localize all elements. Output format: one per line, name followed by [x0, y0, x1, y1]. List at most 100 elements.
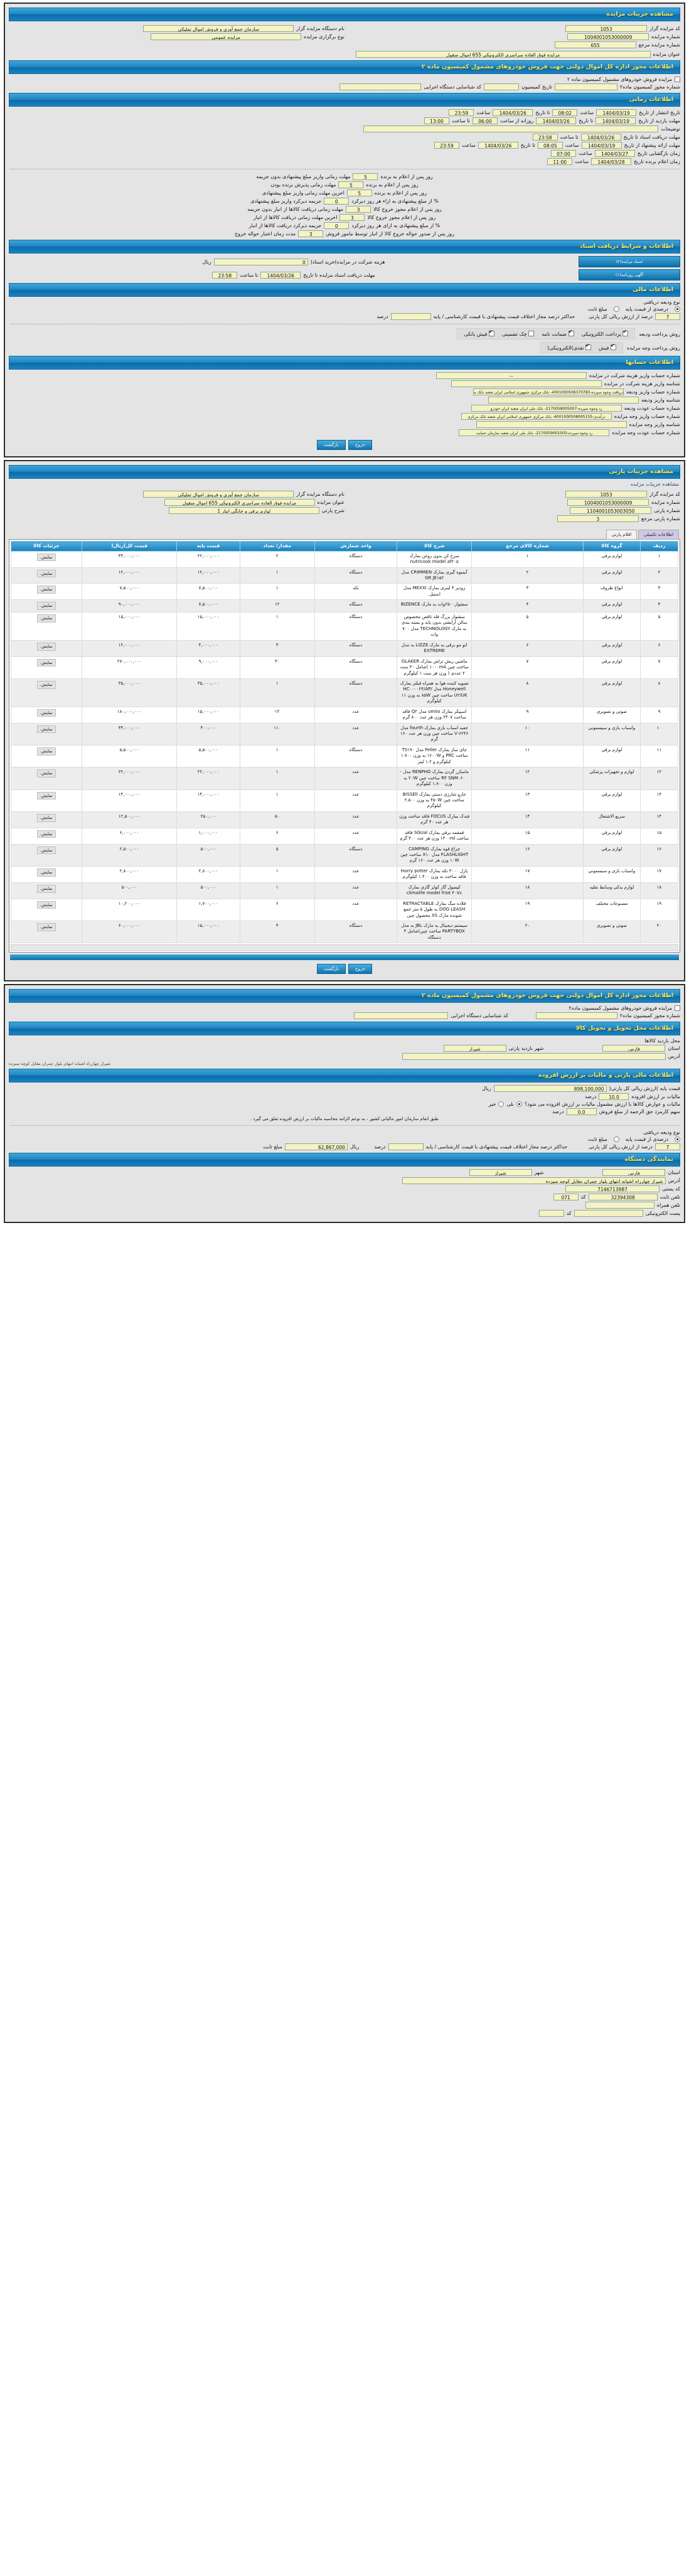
auction-documents-button[interactable]: اسناد مزایده(۲)	[579, 256, 680, 267]
newspaper-ad-button[interactable]: آگهی روزنامه(۱)	[579, 269, 680, 281]
maxdiff-field[interactable]	[390, 313, 431, 320]
account-field-4[interactable]: رد وجوه سپرده-2170058005007- بانک ملی ای…	[471, 405, 622, 412]
docs-deadline-time[interactable]: 23:58	[532, 134, 558, 141]
docs-receive-deadline-time[interactable]: 23:58	[212, 271, 238, 279]
show-details-button[interactable]: نمایش.	[36, 747, 56, 756]
ref-party-number-field[interactable]: 3	[557, 515, 639, 522]
account-field-2[interactable]: دریافت وجوه سپرده-4001000506370783- بانک…	[473, 388, 624, 395]
show-details-button[interactable]: نمایش.	[36, 585, 56, 594]
vehicle-permit-checkbox[interactable]	[675, 77, 680, 82]
email-code-field[interactable]	[538, 1210, 564, 1217]
executive-org2-code-field[interactable]	[354, 1012, 449, 1020]
offer-from-time[interactable]: 08:05	[537, 142, 563, 149]
executive-org-code-field[interactable]	[339, 83, 422, 90]
opening-time[interactable]: 07:00	[550, 150, 576, 157]
radio-percent-of-base[interactable]	[675, 306, 680, 312]
opening-date[interactable]: 1404/03/27	[594, 150, 635, 157]
radio-fixed-amount[interactable]	[613, 306, 619, 312]
account-field-0[interactable]: --	[435, 372, 587, 379]
deadline-value-0[interactable]: 5	[353, 173, 378, 180]
show-details-button[interactable]: نمایش.	[36, 769, 56, 778]
cb-certified-check[interactable]	[528, 331, 535, 336]
auction-title-field[interactable]: مزایده فوق العاده سراسری الکترونیکی 655 …	[355, 51, 651, 58]
phone-code-field[interactable]: 071	[553, 1194, 579, 1201]
holding-type-field[interactable]: مزایده عمومی	[151, 33, 302, 40]
table-scrollbar[interactable]	[11, 944, 678, 951]
account-field-1[interactable]	[451, 380, 602, 387]
org-city-field[interactable]: شیراز	[469, 1169, 532, 1177]
party-percent-field[interactable]: 7	[655, 1143, 680, 1151]
tab-party-items[interactable]: اقلام پارتی	[606, 530, 638, 540]
show-details-button[interactable]: نمایش.	[36, 868, 56, 877]
phone-field[interactable]: 32394308	[588, 1194, 658, 1201]
show-details-button[interactable]: نمایش.	[36, 658, 56, 667]
publish-from-date[interactable]: 1404/03/19	[596, 109, 637, 116]
permit-number-field[interactable]	[554, 83, 617, 90]
deadline-value-4[interactable]: 3	[346, 206, 371, 213]
show-details-button[interactable]: نمایش.	[36, 614, 56, 623]
back-button-top[interactable]: بازگشت	[317, 440, 346, 450]
deadline-value-7[interactable]: 3	[298, 230, 324, 237]
auction-number-field[interactable]: 1004001053000009	[567, 33, 649, 40]
offer-to-date[interactable]: 1404/03/26	[478, 142, 518, 149]
province-field[interactable]: فارس	[602, 1045, 666, 1052]
publish-to-time[interactable]: 23:59	[449, 109, 474, 116]
party-auction-title-field[interactable]: مزایده فوق العاده سراسری الکترونیکی 655 …	[164, 499, 315, 506]
vehicle-permit2-checkbox[interactable]	[675, 1005, 680, 1012]
participation-cost-field[interactable]: 0	[213, 258, 308, 265]
view-auction-details-link[interactable]: مشاهده جزییات مزایده	[630, 481, 679, 487]
radio-party-percent[interactable]	[675, 1136, 680, 1143]
winner-announce-date[interactable]: 1404/03/28	[591, 158, 631, 165]
exit-button-middle[interactable]: خروج	[348, 964, 373, 975]
publish-to-date[interactable]: 1404/03/26	[493, 109, 533, 116]
show-details-button[interactable]: نمایش.	[36, 725, 56, 734]
radio-vat-no[interactable]	[498, 1101, 505, 1108]
show-details-button[interactable]: نمایش.	[36, 602, 56, 611]
party-auctioneer-name-field[interactable]: سازمان جمع آوری و فروش اموال تملیکی	[143, 491, 294, 498]
show-details-button[interactable]: نمایش.	[36, 884, 56, 893]
publish-from-time[interactable]: 08:02	[552, 109, 578, 116]
show-details-button[interactable]: نمایش.	[36, 569, 56, 578]
org-address-field[interactable]: شیراز چهارراه اشیانه انتهای بلوار چمران …	[402, 1177, 666, 1185]
account-field-7[interactable]: رد وجوه سپرده-2170059001003- بانک ملی ای…	[459, 429, 610, 436]
percent-of-total-field[interactable]: 7	[655, 313, 680, 320]
account-field-6[interactable]	[476, 421, 627, 428]
cb-receipt[interactable]	[611, 343, 617, 350]
cb-guarantee-letter[interactable]	[568, 329, 574, 336]
mobile-field[interactable]	[585, 1202, 654, 1209]
show-details-button[interactable]: نمایش.	[36, 846, 56, 855]
show-details-button[interactable]: نمایش.	[36, 680, 56, 689]
permit2-number-field[interactable]	[535, 1012, 617, 1020]
offer-to-time[interactable]: 23:59	[434, 142, 459, 149]
city-field[interactable]: شیراز	[443, 1045, 506, 1052]
visit-to-date[interactable]: 1404/03/26	[536, 117, 577, 124]
show-details-button[interactable]: نمایش.	[36, 901, 56, 909]
cb-cash-electronic[interactable]	[585, 343, 592, 350]
docs-deadline-date[interactable]: 1404/03/26	[580, 134, 621, 141]
radio-party-fixed[interactable]	[613, 1136, 619, 1143]
email-field[interactable]	[574, 1210, 643, 1217]
party-number-field[interactable]: 1104001053003050	[570, 507, 652, 514]
offer-from-date[interactable]: 1404/03/19	[581, 142, 622, 149]
winner-announce-time[interactable]: 11:00	[547, 158, 573, 165]
sell-percent-field[interactable]: 0.0	[566, 1108, 597, 1116]
commission-date-field[interactable]	[484, 83, 520, 90]
visit-daily-from[interactable]: 06:00	[472, 117, 498, 124]
deadline-value-5[interactable]: 3	[339, 214, 365, 221]
ref-auction-number-field[interactable]: 655	[554, 41, 636, 48]
deadline-value-6[interactable]: 0	[324, 222, 350, 229]
vat-field[interactable]: 10.0	[599, 1093, 629, 1101]
deadline-value-1[interactable]: 5	[338, 181, 364, 188]
auctioneer-name-field[interactable]: سازمان جمع آوری و فروش اموال تملیکی	[143, 25, 294, 32]
back-button-middle[interactable]: بازگشت	[317, 964, 346, 975]
deadline-value-2[interactable]: 5	[346, 190, 372, 196]
org-province-field[interactable]: فارس	[602, 1169, 666, 1177]
postal-code-field[interactable]: 7146713987	[565, 1185, 660, 1193]
party-desc-field[interactable]: لوازم برقی و خانگی انبار 1	[168, 507, 319, 514]
base-price-field[interactable]: 898,100,000	[493, 1085, 607, 1093]
docs-receive-deadline-date[interactable]: 1404/03/26	[260, 271, 301, 279]
show-details-button[interactable]: نمایش.	[36, 553, 56, 562]
address-field[interactable]	[402, 1053, 666, 1061]
show-details-button[interactable]: نمایش.	[36, 922, 56, 931]
party-auctioneer-code-field[interactable]: 1053	[565, 491, 648, 498]
